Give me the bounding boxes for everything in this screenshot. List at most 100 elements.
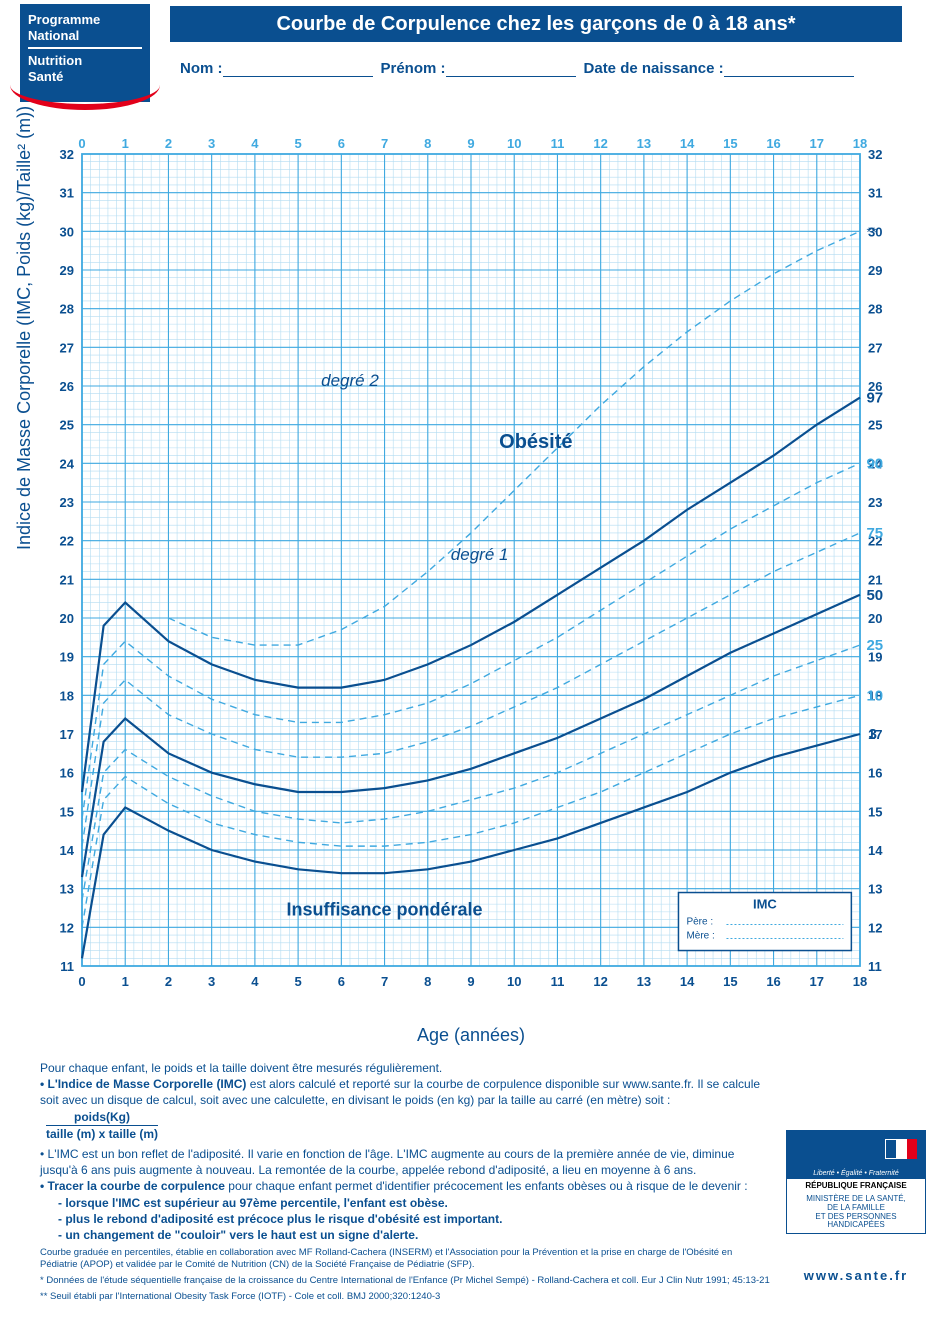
svg-text:25: 25 bbox=[868, 418, 882, 433]
svg-text:18: 18 bbox=[60, 688, 74, 703]
svg-text:17: 17 bbox=[60, 727, 74, 742]
y-axis-label: Indice de Masse Corporelle (IMC, Poids (… bbox=[14, 106, 35, 550]
footer-notes: Pour chaque enfant, le poids et la taill… bbox=[40, 1060, 770, 1303]
svg-text:9: 9 bbox=[467, 136, 474, 151]
svg-text:11: 11 bbox=[60, 959, 74, 974]
svg-text:12: 12 bbox=[868, 920, 882, 935]
bmi-chart: Indice de Masse Corporelle (IMC, Poids (… bbox=[20, 130, 922, 1040]
nom-input[interactable] bbox=[223, 61, 373, 77]
svg-text:27: 27 bbox=[868, 340, 882, 355]
svg-text:1: 1 bbox=[122, 136, 129, 151]
svg-text:28: 28 bbox=[60, 302, 74, 317]
svg-text:0: 0 bbox=[78, 974, 85, 989]
svg-text:4: 4 bbox=[251, 974, 259, 989]
imc-formula: poids(Kg) taille (m) x taille (m) bbox=[46, 1109, 158, 1142]
patient-form: Nom : Prénom : Date de naissance : bbox=[180, 60, 902, 77]
svg-text:14: 14 bbox=[60, 843, 75, 858]
svg-text:8: 8 bbox=[424, 136, 431, 151]
dob-label: Date de naissance : bbox=[584, 60, 724, 77]
website-url: www.sante.fr bbox=[786, 1268, 926, 1283]
svg-text:20: 20 bbox=[868, 611, 882, 626]
pnns-logo: Programme National Nutrition Santé bbox=[20, 4, 150, 102]
svg-text:7: 7 bbox=[381, 136, 388, 151]
svg-text:2: 2 bbox=[165, 974, 172, 989]
svg-text:degré 1: degré 1 bbox=[451, 545, 509, 564]
svg-text:degré 2: degré 2 bbox=[321, 371, 379, 390]
svg-text:25: 25 bbox=[60, 418, 74, 433]
svg-text:8: 8 bbox=[424, 974, 431, 989]
svg-text:10: 10 bbox=[507, 136, 521, 151]
svg-text:16: 16 bbox=[868, 766, 882, 781]
svg-text:21: 21 bbox=[60, 572, 74, 587]
svg-text:16: 16 bbox=[766, 136, 780, 151]
svg-text:17: 17 bbox=[810, 136, 824, 151]
svg-text:16: 16 bbox=[60, 766, 74, 781]
svg-text:29: 29 bbox=[868, 263, 882, 278]
chart-svg: 0011223344556677889910101111121213131414… bbox=[20, 130, 922, 1010]
svg-text:11: 11 bbox=[551, 136, 565, 151]
svg-text:3: 3 bbox=[208, 974, 215, 989]
svg-text:Mère :: Mère : bbox=[686, 931, 714, 942]
svg-text:13: 13 bbox=[868, 882, 882, 897]
svg-text:15: 15 bbox=[60, 804, 74, 819]
svg-text:6: 6 bbox=[338, 974, 345, 989]
svg-text:20: 20 bbox=[60, 611, 74, 626]
svg-text:Père :: Père : bbox=[686, 917, 713, 928]
svg-text:22: 22 bbox=[60, 534, 74, 549]
svg-text:75: 75 bbox=[866, 525, 883, 542]
svg-text:50: 50 bbox=[866, 587, 883, 604]
french-flag-icon bbox=[885, 1139, 917, 1159]
svg-text:25: 25 bbox=[866, 637, 883, 654]
dob-input[interactable] bbox=[724, 61, 854, 77]
svg-text:7: 7 bbox=[381, 974, 388, 989]
svg-text:0: 0 bbox=[78, 136, 85, 151]
svg-text:13: 13 bbox=[60, 882, 74, 897]
svg-text:3: 3 bbox=[869, 726, 877, 743]
svg-text:5: 5 bbox=[294, 974, 301, 989]
svg-text:14: 14 bbox=[868, 843, 883, 858]
svg-text:30: 30 bbox=[60, 224, 74, 239]
svg-text:10: 10 bbox=[866, 687, 883, 704]
svg-text:14: 14 bbox=[680, 974, 695, 989]
svg-text:12: 12 bbox=[593, 136, 607, 151]
svg-text:21: 21 bbox=[868, 572, 882, 587]
svg-text:24: 24 bbox=[60, 456, 75, 471]
svg-text:9: 9 bbox=[467, 974, 474, 989]
svg-text:10: 10 bbox=[507, 974, 521, 989]
svg-text:29: 29 bbox=[60, 263, 74, 278]
svg-text:**: ** bbox=[866, 224, 876, 239]
svg-text:16: 16 bbox=[766, 974, 780, 989]
svg-text:3: 3 bbox=[208, 136, 215, 151]
svg-text:15: 15 bbox=[723, 136, 737, 151]
ministry-logo: Liberté • Égalité • Fraternité RÉPUBLIQU… bbox=[786, 1130, 926, 1234]
x-axis-label: Age (années) bbox=[20, 1025, 922, 1046]
svg-text:5: 5 bbox=[294, 136, 301, 151]
svg-text:23: 23 bbox=[60, 495, 74, 510]
svg-text:19: 19 bbox=[60, 650, 74, 665]
svg-text:Obésité: Obésité bbox=[499, 431, 572, 453]
svg-text:32: 32 bbox=[60, 147, 74, 162]
svg-text:12: 12 bbox=[593, 974, 607, 989]
svg-text:18: 18 bbox=[853, 974, 867, 989]
svg-text:32: 32 bbox=[868, 147, 882, 162]
nom-label: Nom : bbox=[180, 60, 223, 77]
svg-text:17: 17 bbox=[810, 974, 824, 989]
prenom-input[interactable] bbox=[446, 61, 576, 77]
svg-text:13: 13 bbox=[637, 974, 651, 989]
svg-text:28: 28 bbox=[868, 302, 882, 317]
svg-text:Insuffisance pondérale: Insuffisance pondérale bbox=[287, 900, 483, 920]
svg-text:14: 14 bbox=[680, 136, 695, 151]
svg-text:27: 27 bbox=[60, 340, 74, 355]
prenom-label: Prénom : bbox=[381, 60, 446, 77]
svg-text:1: 1 bbox=[122, 974, 129, 989]
svg-text:6: 6 bbox=[338, 136, 345, 151]
page-title: Courbe de Corpulence chez les garçons de… bbox=[170, 6, 902, 42]
svg-text:4: 4 bbox=[251, 136, 259, 151]
svg-text:18: 18 bbox=[853, 136, 867, 151]
svg-text:31: 31 bbox=[868, 186, 882, 201]
svg-text:13: 13 bbox=[637, 136, 651, 151]
svg-text:23: 23 bbox=[868, 495, 882, 510]
svg-text:31: 31 bbox=[60, 186, 74, 201]
svg-text:15: 15 bbox=[723, 974, 737, 989]
svg-text:97: 97 bbox=[866, 390, 883, 407]
